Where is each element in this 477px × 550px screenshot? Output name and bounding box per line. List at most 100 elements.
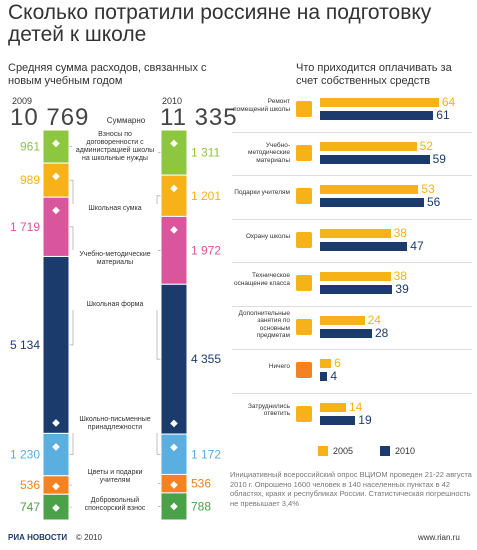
right-category-label-6: Дополнительные занятия по основным предм… <box>238 309 290 340</box>
legend-label-2010: 2010 <box>395 446 416 456</box>
category-label-1: Взносы по договоренности с администрацие… <box>72 130 158 164</box>
connector-line <box>69 134 74 147</box>
bar-2009-6 <box>42 475 70 495</box>
right-category-label-5: Техническое оснащение класса <box>233 272 290 287</box>
money-icon: ◆ <box>52 138 60 149</box>
category-label-3: Учебно-методические материалы <box>72 250 158 268</box>
bar-2010-2 <box>320 154 430 164</box>
bag-icon: ◆ <box>52 171 60 182</box>
value-2005-2: 52 <box>419 138 433 153</box>
category-label-6: Цветы и подарки учителям <box>72 468 158 486</box>
connector-line <box>156 500 161 507</box>
right-category-label-3: Подарки учителям <box>234 189 290 196</box>
value-2005-4: 38 <box>393 225 407 240</box>
bar-2010-7 <box>320 372 328 381</box>
row-separator <box>232 131 472 133</box>
right-chart-subtitle: Что приходится оплачивать за счет собств… <box>296 62 452 87</box>
bar-2010-3 <box>320 198 424 207</box>
bag-icon: ◆ <box>170 183 178 194</box>
computer-icon <box>296 275 312 291</box>
value-2005-3: 53 <box>421 182 435 196</box>
bar-2009-2 <box>42 162 70 198</box>
year-2009-label: 2009 <box>12 96 33 106</box>
bar-2010-4 <box>320 241 408 251</box>
value-2005-6: 24 <box>367 312 381 327</box>
footer-site[interactable]: www.rian.ru <box>418 533 460 542</box>
connector-line <box>69 500 74 508</box>
survey-note: Инициативный всероссийский опрос ВЦИОМ п… <box>230 470 472 508</box>
book-icon: ◆ <box>170 224 178 235</box>
bar-2009-4 <box>42 255 70 434</box>
bar-2005-1 <box>320 98 439 107</box>
year-2010-label: 2010 <box>162 96 183 106</box>
row-separator <box>232 349 472 350</box>
footer-copyright: © 2010 <box>76 533 102 542</box>
connector-line <box>156 195 161 210</box>
value-2005-1: 64 <box>441 95 456 109</box>
bar-2005-2 <box>320 141 417 151</box>
cross-icon <box>296 362 312 378</box>
total-2010: 11 335 <box>160 104 238 131</box>
value-2005-8: 14 <box>349 399 363 414</box>
value-2010-3: 1 972 <box>191 243 221 257</box>
value-2010-6: 28 <box>375 325 389 340</box>
bar-2005-6 <box>320 315 365 325</box>
right-category-label-7: Ничего <box>268 363 290 370</box>
bar-2010-5 <box>160 433 188 475</box>
total-label: Суммарно <box>106 116 146 125</box>
bar-2010-6 <box>320 328 372 338</box>
row-separator <box>232 262 472 263</box>
category-label-7: Добровольный спонсорский взнос <box>72 496 158 514</box>
value-2010-2: 59 <box>432 151 446 166</box>
bar-2005-8 <box>320 402 346 412</box>
category-label-2: Школьная сумка <box>72 204 158 214</box>
value-2010-5: 1 172 <box>191 447 221 461</box>
value-2009-4: 5 134 <box>10 338 40 352</box>
value-2005-5: 38 <box>393 269 407 283</box>
bar-2009-7 <box>42 493 70 521</box>
bar-2005-4 <box>320 228 391 238</box>
right-category-label-4: Охрану школы <box>245 232 290 240</box>
right-category-label-2: Учебно-методические материалы <box>247 141 290 164</box>
paint-roller-icon <box>296 101 312 117</box>
bar-2005-7 <box>320 359 332 368</box>
value-2010-5: 39 <box>395 282 409 296</box>
connector-line <box>156 134 161 153</box>
row-separator <box>232 218 472 220</box>
connector-line <box>69 304 74 346</box>
value-2010-4: 4 355 <box>191 352 221 366</box>
flower-icon: ◆ <box>170 480 178 491</box>
connector-line <box>69 419 74 455</box>
flower-icon: ◆ <box>52 481 60 492</box>
connector-line <box>156 419 161 455</box>
shield-icon <box>296 231 312 248</box>
bar-2009-1 <box>42 129 70 164</box>
connector-line <box>156 304 161 360</box>
cash-icon: ◆ <box>170 501 178 512</box>
value-2010-2: 1 201 <box>191 189 221 203</box>
category-label-4: Школьная форма <box>72 300 158 310</box>
value-2009-5: 1 230 <box>10 448 40 462</box>
row-separator <box>232 305 472 307</box>
cash-icon: ◆ <box>52 502 60 513</box>
book-icon: ◆ <box>52 205 60 216</box>
bar-2010-1 <box>320 111 434 120</box>
ruler-icon: ◆ <box>170 442 178 453</box>
bar-2005-3 <box>320 185 419 194</box>
bar-2010-6 <box>160 473 188 494</box>
value-2010-7: 4 <box>330 369 338 383</box>
right-category-label-1: Ремонт помещений школы <box>233 98 290 113</box>
uniform-icon: ◆ <box>170 418 178 429</box>
bar-2009-3 <box>42 196 70 257</box>
money-icon: ◆ <box>170 138 178 149</box>
value-2005-7: 6 <box>334 356 341 370</box>
bar-2010-2 <box>160 174 188 217</box>
connector-line <box>69 179 74 210</box>
value-2009-3: 1 719 <box>10 220 40 234</box>
page-title: Сколько потратили россияне на подготовку… <box>8 1 432 46</box>
row-separator <box>232 175 472 176</box>
bar-2005-5 <box>320 272 391 281</box>
value-2010-7: 788 <box>191 499 211 513</box>
ruler-icon: ◆ <box>52 441 60 452</box>
connector-line <box>156 250 161 256</box>
